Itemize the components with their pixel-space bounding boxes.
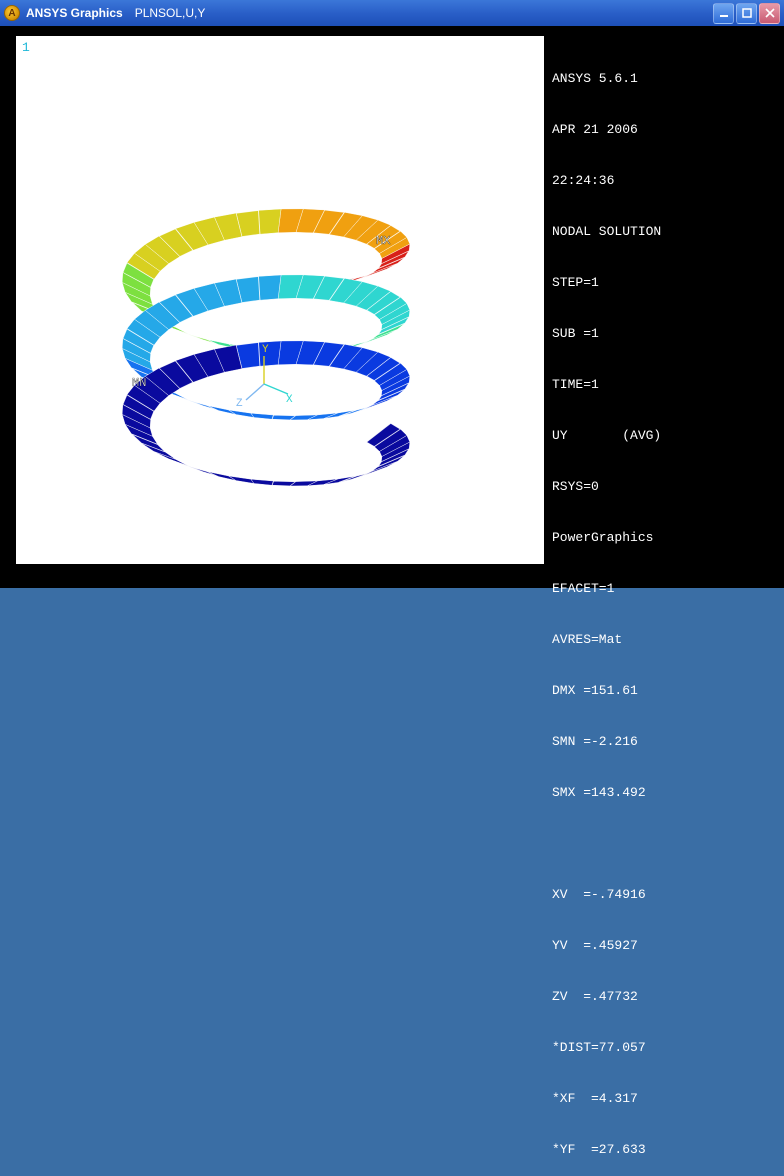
info-smn: SMN =-2.216	[552, 733, 778, 750]
info-panel: ANSYS 5.6.1 APR 21 2006 22:24:36 NODAL S…	[552, 36, 778, 580]
info-dmx: DMX =151.61	[552, 682, 778, 699]
info-yf: *YF =27.633	[552, 1141, 778, 1158]
svg-text:Y: Y	[262, 344, 269, 356]
graphics-canvas[interactable]: 1 MXMNYXZ	[16, 36, 544, 564]
ansys-window: A ANSYS Graphics PLNSOL,U,Y 1 MXMNYXZ AN…	[0, 0, 784, 588]
info-zv: ZV =.47732	[552, 988, 778, 1005]
info-pg: PowerGraphics	[552, 529, 778, 546]
info-yv: YV =.45927	[552, 937, 778, 954]
info-blank	[552, 835, 778, 852]
close-button[interactable]	[759, 3, 780, 24]
info-program: ANSYS 5.6.1	[552, 70, 778, 87]
info-avres: AVRES=Mat	[552, 631, 778, 648]
info-date: APR 21 2006	[552, 121, 778, 138]
app-icon: A	[4, 5, 20, 21]
svg-text:Z: Z	[236, 398, 243, 410]
info-sub: SUB =1	[552, 325, 778, 342]
info-step: STEP=1	[552, 274, 778, 291]
client-area: 1 MXMNYXZ ANSYS 5.6.1 APR 21 2006 22:24:…	[0, 26, 784, 588]
maximize-button[interactable]	[736, 3, 757, 24]
svg-text:MX: MX	[376, 234, 390, 248]
info-efacet: EFACET=1	[552, 580, 778, 597]
svg-text:MN: MN	[132, 376, 146, 390]
close-icon	[765, 8, 775, 18]
info-soln-header: NODAL SOLUTION	[552, 223, 778, 240]
window-subtitle: PLNSOL,U,Y	[135, 6, 206, 20]
window-title: ANSYS Graphics	[26, 6, 123, 20]
info-dist: *DIST=77.057	[552, 1039, 778, 1056]
info-uy: UY (AVG)	[552, 427, 778, 444]
spring-plot: MX MN Y X Z	[16, 36, 544, 564]
minimize-button[interactable]	[713, 3, 734, 24]
titlebar[interactable]: A ANSYS Graphics PLNSOL,U,Y	[0, 0, 784, 26]
svg-text:X: X	[286, 394, 293, 406]
info-xf: *XF =4.317	[552, 1090, 778, 1107]
minimize-icon	[719, 8, 729, 18]
info-rsys: RSYS=0	[552, 478, 778, 495]
info-timeval: TIME=1	[552, 376, 778, 393]
info-time: 22:24:36	[552, 172, 778, 189]
info-smx: SMX =143.492	[552, 784, 778, 801]
info-xv: XV =-.74916	[552, 886, 778, 903]
maximize-icon	[742, 8, 752, 18]
